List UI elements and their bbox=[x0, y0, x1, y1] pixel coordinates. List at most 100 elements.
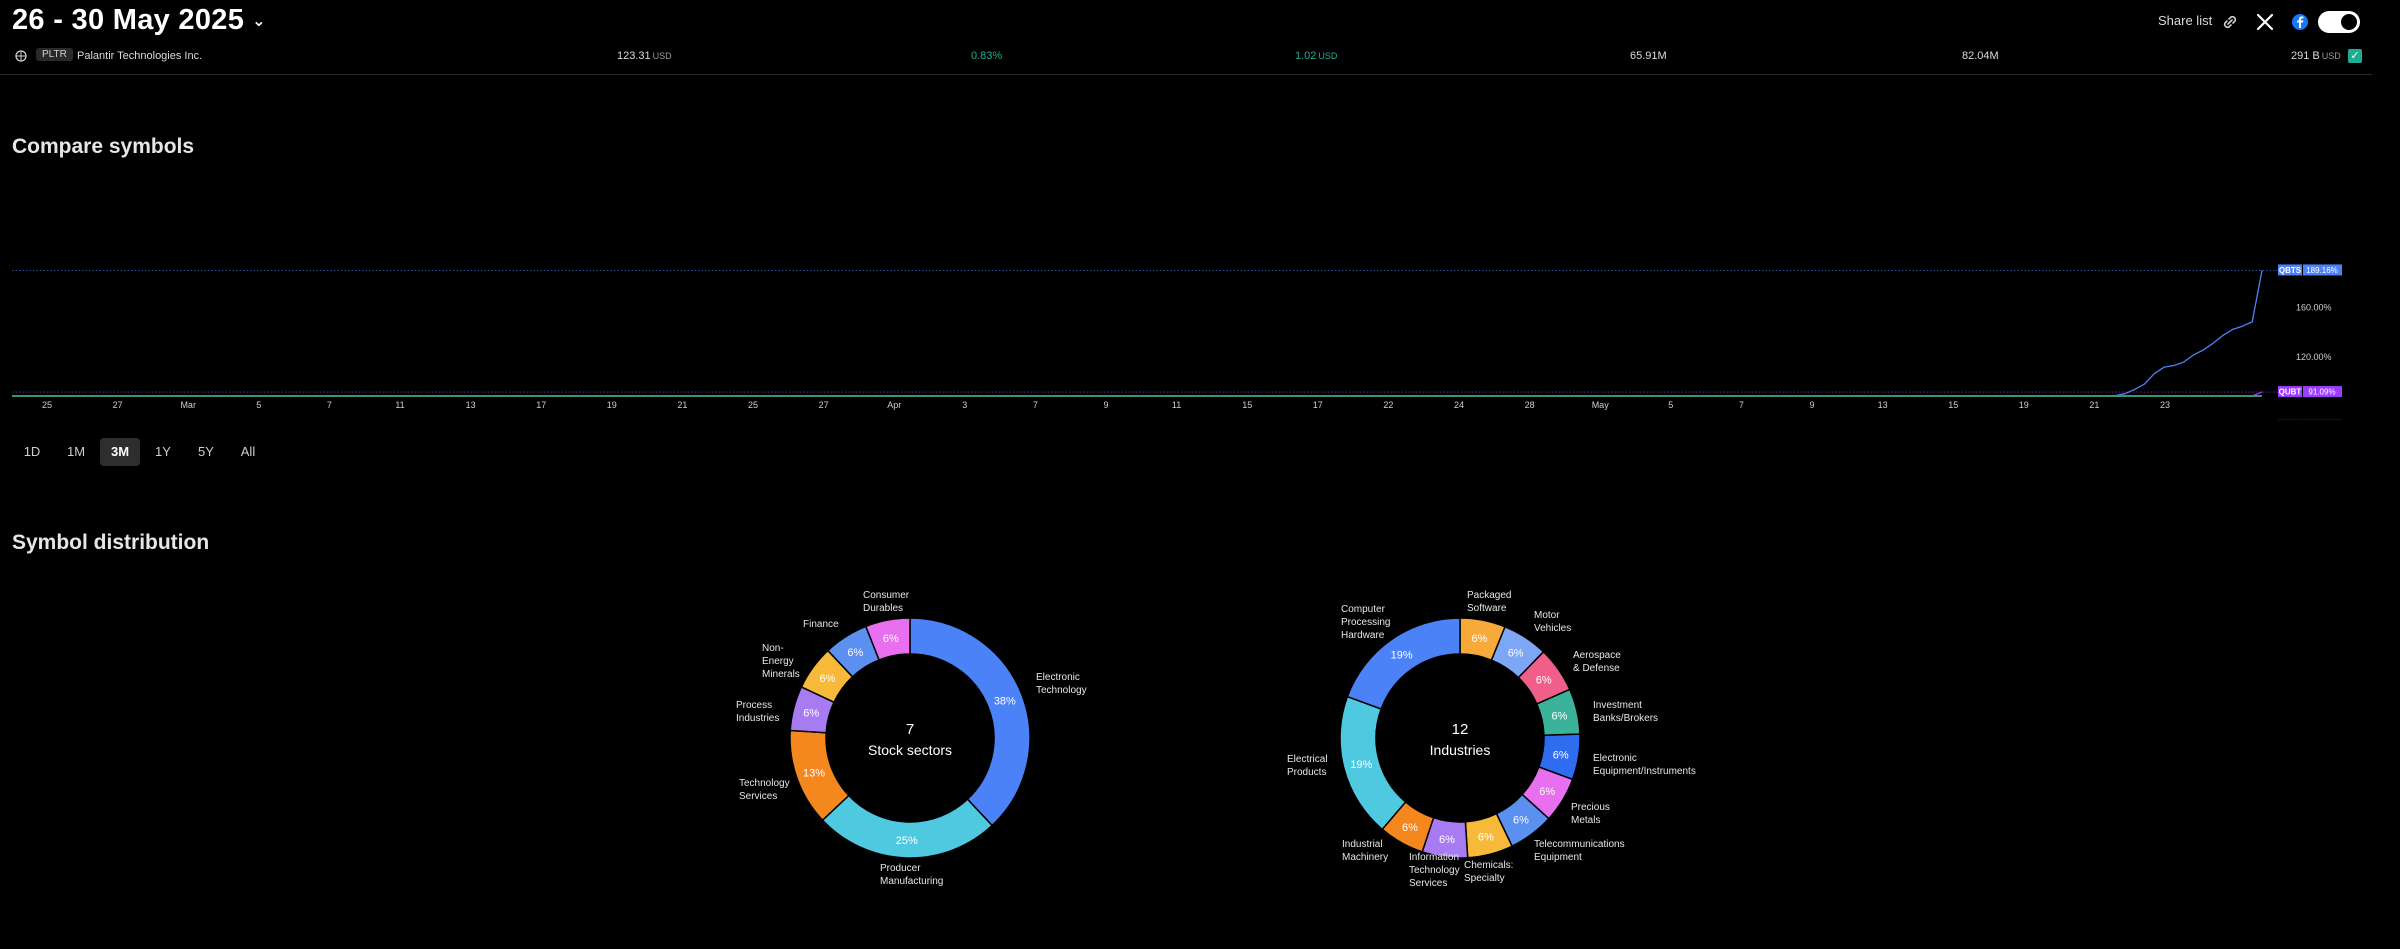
donut-center-label: Stock sectors bbox=[868, 742, 952, 758]
range-button-1y[interactable]: 1Y bbox=[155, 444, 171, 459]
x-tick-label: 13 bbox=[1878, 400, 1888, 410]
company-name[interactable]: Palantir Technologies Inc. bbox=[77, 50, 203, 62]
slice-percent-label: 6% bbox=[1439, 834, 1455, 846]
slice-percent-label: 38% bbox=[994, 695, 1016, 707]
x-tick-label: Mar bbox=[180, 400, 196, 410]
market-cap-unit: USD bbox=[2321, 51, 2341, 61]
slice-percent-label: 19% bbox=[1350, 759, 1372, 771]
slice-name-label: Electronic Technology bbox=[1036, 672, 1087, 696]
symbol-distribution-heading: Symbol distribution bbox=[12, 531, 210, 554]
facebook-icon[interactable] bbox=[2290, 12, 2310, 32]
share-list-button[interactable]: Share list bbox=[2158, 13, 2213, 28]
range-button-1m[interactable]: 1M bbox=[66, 444, 86, 459]
x-tick-label: 17 bbox=[1313, 400, 1323, 410]
slice-percent-label: 6% bbox=[1539, 786, 1555, 798]
x-tick-label: 11 bbox=[395, 400, 404, 410]
series-last-value: 91.09% bbox=[2308, 388, 2335, 397]
ticker-badge[interactable]: PLTR bbox=[36, 48, 73, 61]
range-button-3m[interactable]: 3M bbox=[100, 438, 140, 466]
x-tick-label: 15 bbox=[1242, 400, 1252, 410]
x-tick-label: 9 bbox=[1809, 400, 1814, 410]
donut-slice[interactable] bbox=[909, 617, 1031, 827]
slice-percent-label: 6% bbox=[1536, 675, 1552, 687]
x-tick-label: 13 bbox=[466, 400, 476, 410]
x-tick-label: 7 bbox=[1033, 400, 1038, 410]
range-button-1d[interactable]: 1D bbox=[23, 444, 41, 459]
slice-name-label: Consumer Durables bbox=[863, 590, 910, 614]
x-tick-label: 21 bbox=[2089, 400, 2099, 410]
donut-slice[interactable] bbox=[1346, 617, 1461, 710]
range-button-5y[interactable]: 5Y bbox=[198, 444, 214, 459]
x-tick-label: 28 bbox=[1525, 400, 1535, 410]
industries-donut-chart[interactable]: 6% Packaged Software 6% Motor Vehicles 6% Aeros… bbox=[1260, 580, 1720, 900]
theme-toggle[interactable] bbox=[2318, 11, 2360, 33]
donut-slice[interactable] bbox=[821, 794, 994, 859]
slice-percent-label: 6% bbox=[883, 633, 899, 645]
x-tick-label: 27 bbox=[113, 400, 123, 410]
x-tick-label: 19 bbox=[2019, 400, 2029, 410]
x-tick-label: 5 bbox=[256, 400, 261, 410]
x-tick-label: 25 bbox=[748, 400, 758, 410]
slice-name-label: Technology Services bbox=[739, 778, 790, 802]
link-icon[interactable] bbox=[2220, 12, 2240, 32]
avg-volume-value: 82.04M bbox=[1962, 50, 1999, 62]
slice-name-label: Producer Manufacturing bbox=[880, 863, 943, 887]
slice-name-label: Motor Vehicles bbox=[1534, 610, 1571, 634]
row-divider bbox=[0, 74, 2372, 75]
x-tick-label: May bbox=[1592, 400, 1610, 410]
slice-percent-label: 6% bbox=[847, 647, 863, 659]
x-tick-label: 9 bbox=[1103, 400, 1108, 410]
x-twitter-icon[interactable] bbox=[2255, 12, 2275, 32]
x-tick-label: 11 bbox=[1172, 400, 1181, 410]
market-cap-number: 291 B bbox=[2291, 50, 2320, 62]
x-tick-label: 3 bbox=[962, 400, 967, 410]
series-last-value: 189.16% bbox=[2306, 266, 2338, 275]
series-name: QBTS bbox=[2279, 266, 2302, 275]
slice-name-label: Computer Processing Hardware bbox=[1341, 604, 1390, 641]
date-range-text: 26 - 30 May 2025 bbox=[12, 4, 245, 36]
donut-center-count: 12 bbox=[1452, 721, 1469, 738]
compare-line-chart[interactable]: 160.00% 120.00% 25 27 Mar 5 7 11 13 17 19 21 25 27 Apr… bbox=[0, 160, 2400, 420]
x-tick-label: 21 bbox=[677, 400, 687, 410]
series-line-qbts[interactable] bbox=[12, 270, 2263, 397]
slice-percent-label: 19% bbox=[1391, 649, 1413, 661]
slice-percent-label: 6% bbox=[1553, 749, 1569, 761]
compare-symbols-heading: Compare symbols bbox=[12, 135, 195, 158]
toggle-knob bbox=[2341, 14, 2357, 30]
x-tick-label: 22 bbox=[1383, 400, 1393, 410]
slice-name-label: Telecommunications Equipment bbox=[1534, 839, 1625, 863]
slice-name-label: Precious Metals bbox=[1571, 802, 1610, 826]
x-tick-label: 15 bbox=[1948, 400, 1958, 410]
price-number: 123.31 bbox=[617, 50, 651, 62]
slice-percent-label: 6% bbox=[1508, 648, 1524, 660]
slice-name-label: Electronic Equipment/Instruments bbox=[1593, 753, 1696, 777]
y-tick-label: 160.00% bbox=[2296, 303, 2332, 313]
chevron-down-icon[interactable]: ⌄ bbox=[252, 13, 266, 31]
x-tick-label: 17 bbox=[536, 400, 546, 410]
market-cap-value: 291 B USD bbox=[2291, 50, 2341, 62]
row-checkbox[interactable]: ✓ bbox=[2348, 49, 2362, 63]
x-tick-label: 7 bbox=[1739, 400, 1744, 410]
x-tick-label: 25 bbox=[42, 400, 52, 410]
price-unit: USD bbox=[652, 51, 672, 61]
slice-percent-label: 6% bbox=[1478, 832, 1494, 844]
volume-value: 65.91M bbox=[1630, 50, 1667, 62]
slice-name-label: Information Technology Services bbox=[1409, 852, 1460, 889]
slice-percent-label: 6% bbox=[1472, 633, 1488, 645]
series-name: QUBT bbox=[2279, 388, 2302, 397]
x-tick-label: Apr bbox=[887, 400, 901, 410]
x-tick-label: 7 bbox=[327, 400, 332, 410]
donut-slice[interactable] bbox=[864, 617, 911, 661]
date-range-title[interactable]: 26 - 30 May 2025 ⌄ bbox=[12, 4, 266, 37]
slice-name-label: Electrical Products bbox=[1287, 754, 1328, 778]
series-label-qubt: QUBT 91.09% bbox=[2278, 386, 2342, 398]
x-tick-label: 27 bbox=[819, 400, 829, 410]
price-value: 123.31 USD bbox=[617, 50, 672, 62]
x-tick-label: 5 bbox=[1668, 400, 1673, 410]
slice-percent-label: 6% bbox=[1513, 815, 1529, 827]
range-button-all[interactable]: All bbox=[240, 444, 256, 459]
slice-name-label: Packaged Software bbox=[1467, 590, 1511, 614]
x-tick-label: 24 bbox=[1454, 400, 1464, 410]
series-label-qbts: QBTS 189.16% bbox=[2278, 264, 2342, 276]
sectors-donut-chart[interactable]: 38% Electronic Technology 25% Producer Manufa… bbox=[700, 580, 1120, 900]
